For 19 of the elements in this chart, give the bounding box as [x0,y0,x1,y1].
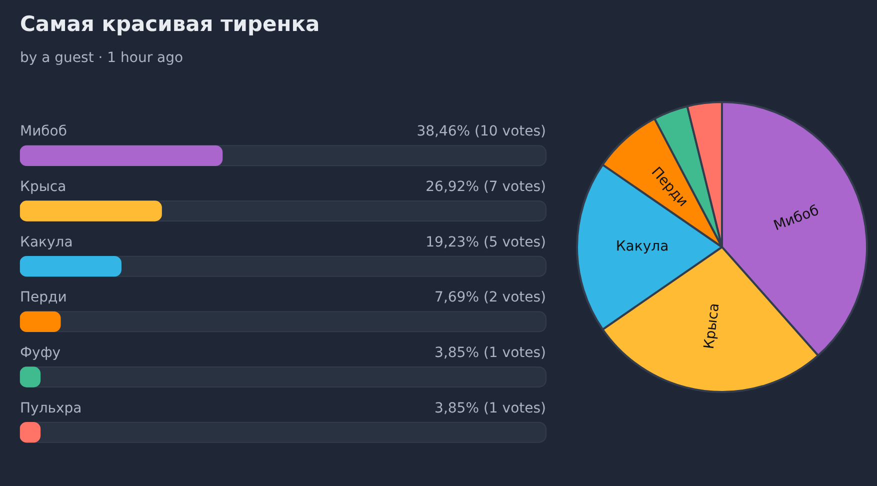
y-tick-label: Какула [20,234,73,250]
data-label: 7,69% (2 votes) [434,290,546,306]
slice-label: Крыса [701,302,723,350]
chart-subtitle: by a guest · 1 hour ago [20,50,184,66]
chart-title: Самая красивая тиренка [20,12,320,36]
y-tick-label: Крыса [20,179,66,195]
data-label: 19,23% (5 votes) [426,234,546,250]
y-tick-label: Мибоб [20,124,68,140]
bar [20,200,162,222]
bar [20,256,122,277]
data-label: 26,92% (7 votes) [426,179,546,195]
y-tick-label: Фуфу [20,345,61,361]
data-label: 38,46% (10 votes) [416,124,546,140]
data-label: 3,85% (1 votes) [434,345,546,361]
data-label: 3,85% (1 votes) [434,400,546,416]
slice-label: Какула [616,238,669,255]
bar [20,311,61,332]
y-tick-label: Пульхра [20,400,82,416]
y-tick-label: Перди [20,290,67,306]
